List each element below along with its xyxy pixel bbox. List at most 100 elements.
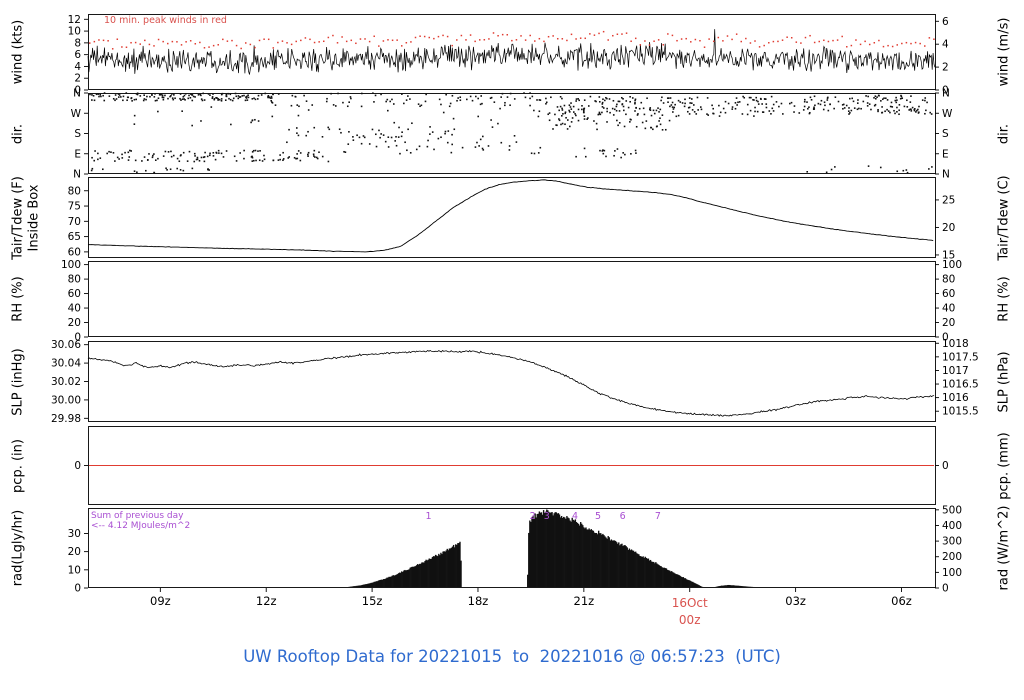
peak-wind-dots <box>589 33 591 35</box>
solar-radiation-bars <box>601 534 603 587</box>
wind-direction-scatter <box>896 106 898 109</box>
wind-direction-scatter <box>93 159 96 162</box>
wind-direction-scatter <box>867 165 870 167</box>
y-tick-label: E <box>942 148 949 160</box>
wind-direction-scatter <box>614 150 616 152</box>
wind-direction-scatter <box>561 122 564 125</box>
wind-direction-scatter <box>282 158 285 160</box>
solar-radiation-bars <box>444 551 446 587</box>
wind-direction-scatter <box>809 111 811 114</box>
wind-direction-scatter <box>437 137 440 140</box>
wind-direction-scatter <box>515 141 518 143</box>
peak-wind-dots <box>800 42 802 44</box>
wind-direction-scatter <box>344 151 347 154</box>
wind-direction-scatter <box>765 106 768 109</box>
solar-radiation-bars <box>408 569 410 587</box>
solar-radiation-bars <box>456 544 458 587</box>
solar-radiation-bars <box>548 511 550 587</box>
solar-radiation-bars <box>687 580 690 587</box>
wind-direction-scatter <box>444 132 446 135</box>
wind-direction-scatter <box>491 126 494 128</box>
wind-direction-scatter <box>208 169 210 171</box>
wind-direction-scatter <box>687 106 690 109</box>
peak-wind-dots <box>708 38 710 40</box>
wind-direction-scatter <box>251 156 254 159</box>
wind-direction-scatter <box>121 157 124 159</box>
solar-radiation-bars <box>628 548 631 587</box>
wind-direction-scatter <box>206 155 209 158</box>
solar-radiation-bars <box>581 523 583 587</box>
wind-direction-scatter <box>622 98 624 100</box>
peak-wind-dots <box>295 40 297 43</box>
peak-wind-dots <box>359 38 362 40</box>
wind-direction-scatter <box>900 94 902 97</box>
wind-direction-scatter <box>621 103 624 106</box>
peak-wind-dots <box>538 37 541 40</box>
wind-direction-scatter <box>475 95 477 98</box>
solar-radiation-bars <box>619 545 621 587</box>
wind-direction-scatter <box>630 153 632 155</box>
peak-wind-dots <box>644 40 646 42</box>
wind-direction-scatter <box>256 98 259 100</box>
y-tick-label: N <box>73 169 81 181</box>
wind-direction-scatter <box>830 168 833 171</box>
wind-direction-scatter <box>509 92 512 95</box>
wind-direction-scatter <box>213 98 216 101</box>
peak-wind-dots <box>712 40 715 43</box>
peak-wind-dots <box>419 35 421 37</box>
solar-radiation-bars <box>549 512 551 587</box>
wind-direction-scatter <box>707 114 710 116</box>
wind-direction-scatter <box>547 113 550 116</box>
wind-direction-scatter <box>303 94 305 97</box>
wind-direction-scatter <box>559 95 562 98</box>
wind-direction-scatter <box>905 169 908 171</box>
wind-direction-scatter <box>161 96 164 99</box>
solar-radiation-bars <box>440 552 442 587</box>
wind-direction-scatter <box>601 150 604 152</box>
wind-direction-scatter <box>637 113 639 115</box>
wind-direction-scatter <box>749 109 752 112</box>
wind-direction-scatter <box>622 152 624 154</box>
solar-radiation-bars <box>645 557 648 587</box>
wind-direction-scatter <box>524 96 527 99</box>
wind-direction-scatter <box>183 98 185 100</box>
wind-direction-scatter <box>466 98 468 101</box>
wind-direction-scatter <box>316 157 319 160</box>
peak-wind-dots <box>813 41 816 44</box>
wind-direction-scatter <box>456 99 458 102</box>
peak-wind-dots <box>758 46 761 48</box>
wind-direction-scatter <box>297 114 300 117</box>
wind-direction-scatter <box>634 102 636 105</box>
wind-direction-scatter <box>427 139 429 142</box>
wind-direction-scatter <box>899 97 902 100</box>
wind-direction-scatter <box>192 95 195 98</box>
wind-direction-scatter <box>247 94 249 97</box>
wind-direction-scatter <box>264 92 267 95</box>
wind-direction-scatter <box>398 126 400 129</box>
peak-wind-dots <box>699 39 701 42</box>
solar-radiation-bars <box>642 556 644 587</box>
wind-direction-scatter <box>655 109 658 112</box>
wind-direction-scatter <box>650 114 653 117</box>
wind-direction-scatter <box>225 93 228 96</box>
wind-direction-scatter <box>924 99 926 102</box>
solar-radiation-bars <box>679 575 681 587</box>
wind-direction-scatter <box>564 123 566 126</box>
wind-direction-scatter <box>153 171 155 174</box>
peak-wind-dots <box>841 35 843 38</box>
wind-direction-scatter <box>852 100 855 103</box>
wind-direction-scatter <box>207 168 209 171</box>
wind-direction-scatter <box>220 93 223 96</box>
wind-direction-scatter <box>878 94 880 97</box>
wind-direction-scatter <box>876 96 878 98</box>
solar-radiation-bars <box>613 540 616 587</box>
wind-direction-scatter <box>898 104 901 106</box>
peak-wind-dots <box>167 42 169 45</box>
wind-direction-scatter <box>593 120 595 122</box>
peak-wind-dots <box>593 34 596 36</box>
solar-radiation-bars <box>605 537 607 587</box>
wind-direction-scatter <box>770 112 772 115</box>
peak-wind-dots <box>318 41 320 43</box>
wind-direction-scatter <box>808 112 811 115</box>
wind-direction-scatter <box>200 98 203 100</box>
